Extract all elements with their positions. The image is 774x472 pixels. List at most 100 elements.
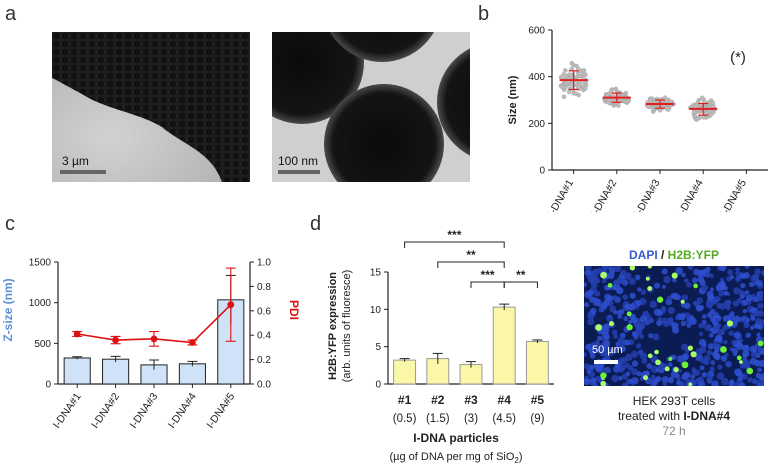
dapi-nucleus bbox=[619, 332, 626, 339]
dapi-nucleus bbox=[604, 352, 611, 360]
dapi-nucleus bbox=[631, 360, 639, 367]
dapi-nucleus bbox=[635, 300, 642, 306]
d-bar bbox=[525, 340, 549, 385]
dapi-nucleus bbox=[616, 286, 624, 295]
dapi-nucleus bbox=[705, 300, 711, 306]
dapi-nucleus bbox=[743, 322, 750, 329]
dapi-nucleus bbox=[711, 342, 718, 349]
dapi-nucleus bbox=[698, 381, 706, 386]
dapi-nucleus bbox=[706, 290, 714, 299]
b-data-point bbox=[665, 106, 670, 112]
dapi-nucleus bbox=[641, 358, 648, 364]
d-x-axis-label-units: (µg of DNA per mg of SiO2) bbox=[389, 451, 522, 465]
dapi-nucleus bbox=[720, 330, 725, 335]
dapi-nucleus bbox=[637, 287, 642, 292]
dapi-nucleus bbox=[625, 362, 630, 368]
b-data-point bbox=[609, 88, 614, 93]
dapi-nucleus bbox=[618, 357, 625, 364]
dapi-nucleus bbox=[684, 278, 689, 283]
dapi-nucleus bbox=[650, 374, 656, 379]
b-data-point bbox=[695, 115, 701, 121]
c-y-tick-label: 0 bbox=[45, 380, 51, 391]
c-y-axis-label: Z-size (nm) bbox=[1, 278, 15, 341]
b-data-point bbox=[577, 73, 582, 78]
d-y-tick-label: 5 bbox=[375, 342, 381, 353]
dapi-nucleus bbox=[656, 320, 663, 327]
dapi-nucleus bbox=[635, 328, 643, 336]
dapi-nucleus bbox=[717, 364, 723, 370]
yfp-nucleus bbox=[647, 266, 653, 269]
dapi-nucleus bbox=[624, 303, 631, 310]
dapi-nucleus bbox=[733, 331, 741, 339]
dapi-nucleus bbox=[716, 372, 725, 380]
b-data-point bbox=[691, 110, 697, 115]
dapi-nucleus bbox=[706, 375, 713, 383]
yfp-nucleus bbox=[607, 282, 613, 288]
dapi-nucleus bbox=[742, 353, 748, 359]
dapi-nucleus bbox=[732, 347, 739, 354]
dapi-nucleus bbox=[675, 267, 683, 275]
dapi-nucleus bbox=[611, 374, 619, 383]
c-y2-tick-label: 0.2 bbox=[257, 355, 271, 366]
dapi-nucleus bbox=[744, 290, 750, 295]
yfp-nucleus bbox=[654, 349, 659, 355]
dapi-nucleus bbox=[645, 319, 651, 325]
dapi-nucleus bbox=[749, 345, 757, 353]
dapi-nucleus bbox=[601, 278, 607, 284]
dapi-nucleus bbox=[621, 382, 628, 386]
d-x-sublabel: (9) bbox=[530, 413, 544, 425]
dapi-nucleus bbox=[701, 371, 708, 378]
dapi-nucleus bbox=[657, 316, 662, 322]
dapi-nucleus bbox=[635, 343, 642, 349]
dapi-nucleus bbox=[754, 268, 761, 275]
dapi-nucleus bbox=[649, 300, 657, 309]
dapi-nucleus bbox=[593, 268, 598, 274]
b-y-tick-label: 400 bbox=[528, 72, 545, 83]
dapi-nucleus bbox=[594, 364, 601, 370]
dapi-nucleus bbox=[640, 289, 647, 295]
dapi-nucleus bbox=[750, 351, 758, 358]
dapi-nucleus bbox=[634, 274, 641, 281]
yfp-nucleus bbox=[626, 324, 633, 331]
dapi-nucleus bbox=[697, 276, 705, 283]
c-pdi-point bbox=[73, 330, 81, 338]
c-y2-tick-label: 0.8 bbox=[257, 282, 271, 293]
dapi-nucleus bbox=[714, 317, 720, 322]
d-y-tick-label: 10 bbox=[370, 305, 382, 316]
dapi-nucleus bbox=[733, 287, 741, 295]
dapi-nucleus bbox=[723, 291, 728, 296]
dapi-nucleus bbox=[677, 368, 683, 373]
fluorescence-caption: HEK 293T cells treated with I-DNA#4 72 h bbox=[584, 394, 764, 439]
yfp-nucleus bbox=[645, 276, 650, 281]
dapi-nucleus bbox=[747, 377, 753, 383]
dapi-nucleus bbox=[709, 273, 714, 278]
b-data-point bbox=[710, 100, 716, 105]
dapi-nucleus bbox=[749, 281, 755, 288]
dapi-nucleus bbox=[701, 342, 707, 348]
dapi-nucleus bbox=[675, 316, 680, 321]
c-y-tick-label: 1000 bbox=[29, 298, 52, 309]
dapi-nucleus bbox=[590, 377, 597, 384]
dapi-nucleus bbox=[739, 289, 744, 294]
dapi-nucleus bbox=[618, 376, 623, 381]
dapi-nucleus bbox=[587, 289, 594, 297]
yfp-nucleus bbox=[600, 372, 607, 379]
dapi-nucleus bbox=[704, 271, 710, 277]
dapi-nucleus bbox=[667, 376, 675, 384]
yfp-nucleus bbox=[608, 320, 615, 327]
dapi-nucleus bbox=[690, 374, 696, 379]
yfp-nucleus bbox=[626, 311, 632, 317]
dapi-nucleus bbox=[720, 280, 726, 287]
dapi-nucleus bbox=[661, 376, 669, 383]
d-significance-bracket bbox=[404, 241, 505, 248]
dapi-nucleus bbox=[587, 318, 595, 326]
dapi-nucleus bbox=[589, 364, 595, 370]
b-y-axis-label: Size (nm) bbox=[507, 75, 519, 124]
dapi-nucleus bbox=[589, 352, 596, 359]
dapi-nucleus bbox=[686, 323, 692, 328]
yfp-nucleus bbox=[664, 366, 670, 372]
dapi-nucleus bbox=[598, 307, 604, 313]
dapi-nucleus bbox=[730, 275, 735, 280]
dapi-nucleus bbox=[760, 269, 764, 277]
dapi-nucleus bbox=[756, 280, 763, 287]
